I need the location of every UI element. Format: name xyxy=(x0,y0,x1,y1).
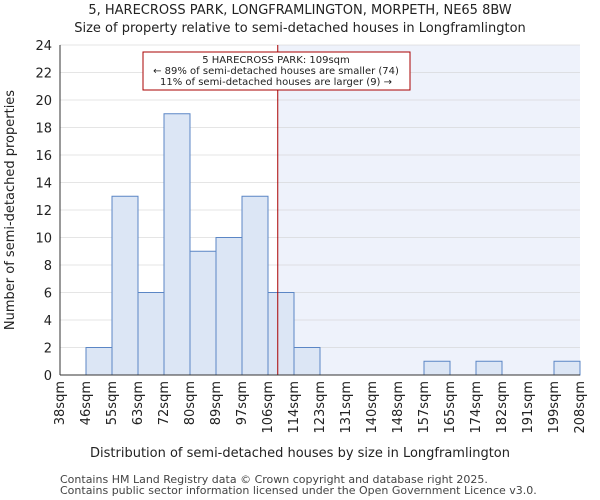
annotation-frame xyxy=(142,51,411,91)
x-tick-label: 72sqm xyxy=(157,381,172,425)
bars-layer xyxy=(85,45,581,376)
x-tick-label: 174sqm xyxy=(469,381,484,434)
x-tick-label: 106sqm xyxy=(261,381,276,434)
x-tick-label: 148sqm xyxy=(391,381,406,434)
y-tick-label: 0 xyxy=(44,369,52,384)
x-tick-label: 63sqm xyxy=(131,381,146,425)
bar-63sqm xyxy=(137,292,165,376)
x-tick-label: 191sqm xyxy=(521,381,536,434)
x-tick-label: 38sqm xyxy=(53,381,68,425)
x-tick-label: 80sqm xyxy=(183,381,198,425)
x-tick-label: 123sqm xyxy=(313,381,328,434)
x-tick-label: 199sqm xyxy=(547,381,562,434)
y-tick-label: 8 xyxy=(44,259,52,274)
y-tick-label: 18 xyxy=(35,122,52,137)
bar-106sqm xyxy=(267,292,295,376)
x-tick-label: 165sqm xyxy=(443,381,458,434)
y-tick-label: 16 xyxy=(35,149,52,164)
x-tick-label: 46sqm xyxy=(79,381,94,425)
y-tick-label: 6 xyxy=(44,287,52,302)
y-tick-label: 10 xyxy=(35,232,52,247)
x-tick-label: 140sqm xyxy=(365,381,380,434)
bar-157sqm xyxy=(423,360,451,376)
bar-97sqm xyxy=(241,195,269,376)
bar-174sqm xyxy=(475,360,503,376)
y-tick-label: 22 xyxy=(35,67,52,82)
y-tick-label: 24 xyxy=(35,39,52,54)
y-tick-label: 14 xyxy=(35,177,52,192)
x-tick-label: 55sqm xyxy=(105,381,120,425)
bar-114sqm xyxy=(293,347,321,376)
x-tick-label: 114sqm xyxy=(287,381,302,434)
bar-89sqm xyxy=(215,237,243,376)
y-tick-label: 20 xyxy=(35,94,52,109)
x-tick-label: 89sqm xyxy=(209,381,224,425)
y-tick-label: 4 xyxy=(44,314,52,329)
bar-72sqm xyxy=(163,113,191,376)
annotation-box: 5 HARECROSS PARK: 109sqm ← 89% of semi-d… xyxy=(142,51,411,91)
annotation-line-1: 5 HARECROSS PARK: 109sqm xyxy=(202,55,350,66)
x-tick-label: 157sqm xyxy=(417,381,432,434)
y-axis-label: Number of semi-detached properties xyxy=(3,90,18,330)
x-axis-label: Distribution of semi-detached houses by … xyxy=(90,446,510,461)
annotation-line-2: ← 89% of semi-detached houses are smalle… xyxy=(153,66,399,77)
y-tick-label: 2 xyxy=(44,342,52,357)
x-tick-label: 208sqm xyxy=(573,381,588,434)
bar-199sqm xyxy=(553,360,581,376)
x-tick-label: 97sqm xyxy=(235,381,250,425)
footer-line-2: Contains public sector information licen… xyxy=(60,484,537,497)
x-tick-label: 131sqm xyxy=(339,381,354,434)
footer-line-1: Contains HM Land Registry data © Crown c… xyxy=(60,473,488,486)
annotation-line-3: 11% of semi-detached houses are larger (… xyxy=(160,77,392,88)
chart-title: 5, HARECROSS PARK, LONGFRAMLINGTON, MORP… xyxy=(88,3,511,18)
y-tick-label: 12 xyxy=(35,204,52,219)
chart-subtitle: Size of property relative to semi-detach… xyxy=(74,21,526,36)
bar-80sqm xyxy=(189,250,217,376)
bar-46sqm xyxy=(85,347,113,376)
x-tick-label: 182sqm xyxy=(495,381,510,434)
bar-55sqm xyxy=(111,195,139,376)
